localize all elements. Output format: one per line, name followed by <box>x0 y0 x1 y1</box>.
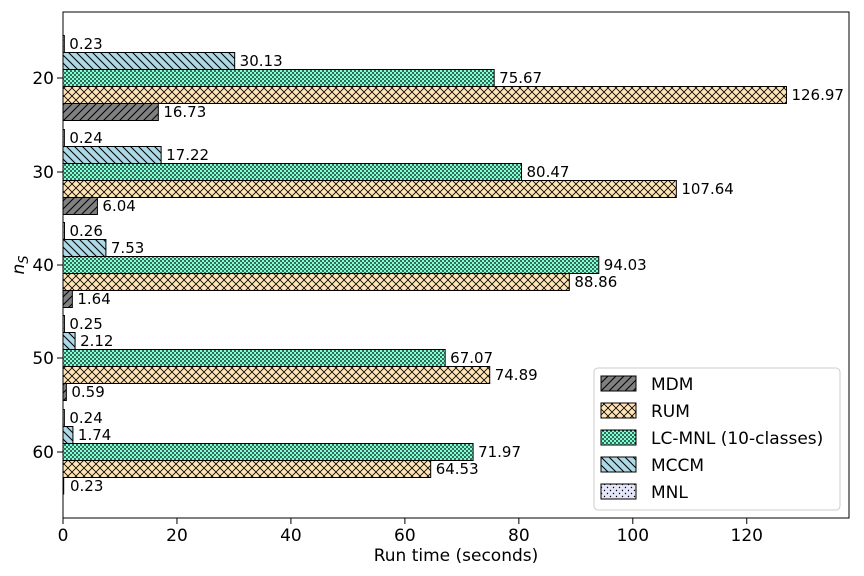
data-label: 0.24 <box>69 409 102 427</box>
data-label: 16.73 <box>163 103 206 121</box>
legend-swatch-mccm <box>600 456 637 473</box>
x-axis: 0 20 40 60 80 100 120 <box>58 518 763 546</box>
data-label: 0.23 <box>69 35 102 53</box>
data-labels: 16.736.041.640.59126.97107.6488.8674.896… <box>69 35 844 495</box>
bar-mdm-20 <box>62 103 159 121</box>
bar-rum-30 <box>62 180 677 198</box>
bar-mccm-30 <box>62 146 162 164</box>
data-label: 7.53 <box>111 239 144 257</box>
y-tick-label: 30 <box>32 163 54 183</box>
legend-label: RUM <box>651 402 690 422</box>
data-label: 0.23 <box>70 477 103 495</box>
bar-mdm-40 <box>62 290 73 308</box>
bar-rum-60 <box>62 460 432 478</box>
data-label: 67.07 <box>450 349 493 367</box>
bar-rum-50 <box>62 366 491 384</box>
bar-lc-mnl-10-classes--30 <box>62 163 523 181</box>
data-label: 30.13 <box>240 52 283 70</box>
data-label: 75.67 <box>499 69 542 87</box>
bar-mdm-50 <box>62 383 67 401</box>
bar-lc-mnl-10-classes--50 <box>62 349 446 367</box>
x-tick-label: 40 <box>280 526 302 546</box>
bar-mccm-60 <box>62 426 74 444</box>
x-tick-label: 80 <box>508 526 530 546</box>
y-tick-label: 20 <box>32 69 54 89</box>
data-label: 88.86 <box>574 273 617 291</box>
x-tick-label: 100 <box>617 526 649 546</box>
data-label: 6.04 <box>102 197 135 215</box>
bar-rum-40 <box>62 273 570 291</box>
bar-mccm-20 <box>62 52 236 70</box>
x-axis-label: Run time (seconds) <box>374 546 539 566</box>
legend-label: MNL <box>651 483 688 503</box>
data-label: 1.64 <box>77 290 110 308</box>
legend: MDM RUM LC-MNL (10-classes) MCCM MNL <box>593 367 841 511</box>
y-tick-label: 60 <box>32 443 54 463</box>
data-label: 126.97 <box>791 86 844 104</box>
x-tick-label: 120 <box>731 526 763 546</box>
bar-lc-mnl-10-classes--20 <box>62 69 495 87</box>
data-label: 107.64 <box>681 180 734 198</box>
y-axis-label: nS <box>9 255 32 274</box>
legend-swatch-lc-mnl-10-classes- <box>600 429 637 446</box>
bar-rum-20 <box>62 86 787 104</box>
bar-mdm-30 <box>62 197 98 215</box>
bar-lc-mnl-10-classes--40 <box>62 256 600 274</box>
legend-swatch-mdm <box>600 375 637 392</box>
data-label: 71.97 <box>478 443 521 461</box>
data-label: 94.03 <box>604 256 647 274</box>
y-axis: 20 30 40 50 60 <box>32 69 63 463</box>
data-label: 17.22 <box>166 146 209 164</box>
y-tick-label: 50 <box>32 349 54 369</box>
bar-mccm-40 <box>62 239 107 257</box>
y-tick-label: 40 <box>32 256 54 276</box>
legend-swatch-mnl <box>600 483 637 500</box>
data-label: 0.24 <box>69 129 102 147</box>
bars <box>62 35 787 495</box>
data-label: 2.12 <box>80 332 113 350</box>
bar-mdm-60 <box>63 477 65 495</box>
data-label: 1.74 <box>78 426 111 444</box>
legend-frame <box>593 367 841 511</box>
legend-label: MCCM <box>651 456 704 476</box>
data-label: 74.89 <box>495 366 538 384</box>
data-label: 0.25 <box>69 315 102 333</box>
data-label: 80.47 <box>527 163 570 181</box>
legend-label: MDM <box>651 375 693 395</box>
data-label: 0.26 <box>69 222 102 240</box>
data-label: 0.59 <box>71 383 104 401</box>
bar-lc-mnl-10-classes--60 <box>62 443 474 461</box>
data-label: 64.53 <box>436 460 479 478</box>
bar-mccm-50 <box>62 332 76 350</box>
legend-label: LC-MNL (10-classes) <box>651 429 823 449</box>
x-tick-label: 20 <box>166 526 188 546</box>
legend-swatch-rum <box>600 402 637 419</box>
x-tick-label: 60 <box>394 526 416 546</box>
x-tick-label: 0 <box>58 526 69 546</box>
